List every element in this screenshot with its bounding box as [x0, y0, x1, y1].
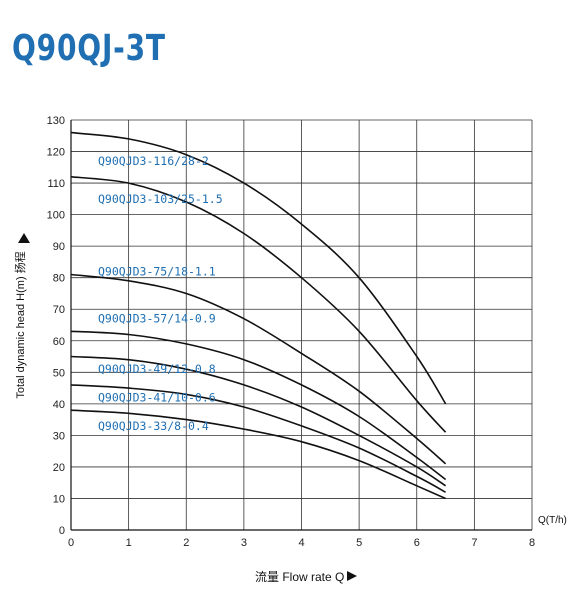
chart-title: Q90QJ-3T: [12, 28, 166, 69]
y-tick-label: 0: [59, 525, 65, 537]
y-tick-label: 10: [53, 493, 65, 505]
curve-line: [70, 355, 447, 487]
y-tick-label: 20: [53, 462, 65, 474]
x-tick-label: 1: [126, 537, 132, 549]
curves: [70, 131, 447, 500]
x-axis-title: 流量 Flow rate Q: [255, 570, 344, 584]
curve-line: [70, 176, 447, 433]
x-tick-label: 3: [241, 537, 247, 549]
y-tick-label: 130: [47, 115, 65, 127]
y-tick-label: 30: [53, 430, 65, 442]
tick-labels: 0 10 20 30 40 50 60 70 80 90 100 110 120 130 0 1 2 3 4 5 6 7 8: [47, 115, 535, 549]
curve-labels: Q90QJD3-116/28-2 Q90QJD3-103/25-1.5 Q90QJD…: [98, 154, 223, 433]
x-axis-unit: Q(T/h): [538, 515, 567, 526]
y-tick-label: 40: [53, 399, 65, 411]
y-tick-label: 100: [47, 210, 65, 222]
y-tick-label: 110: [47, 178, 65, 190]
x-tick-label: 6: [414, 537, 420, 549]
y-tick-label: 50: [53, 367, 65, 379]
x-tick-label: 4: [298, 537, 304, 549]
curve-label: Q90QJD3-103/25-1.5: [98, 192, 223, 206]
x-tick-label: 5: [356, 537, 362, 549]
x-axis-arrow-icon: [347, 571, 357, 581]
curve-label: Q90QJD3-33/8-0.4: [98, 419, 209, 433]
curve-line: [70, 273, 447, 465]
curve-label: Q90QJD3-41/10-0.6: [98, 391, 216, 405]
curve-line: [70, 409, 446, 500]
x-tick-label: 0: [68, 537, 74, 549]
y-tick-label: 120: [47, 147, 65, 159]
y-tick-label: 70: [53, 304, 65, 316]
curve-label: Q90QJD3-75/18-1.1: [98, 264, 216, 278]
axis-titles: 流量 Flow rate Q Q(T/h) Total dynamic head H…: [13, 233, 567, 584]
y-axis-arrow-icon: [18, 233, 30, 243]
y-tick-label: 90: [53, 241, 65, 253]
x-tick-label: 2: [183, 537, 189, 549]
y-axis-title: Total dynamic head H(m) 扬程: [13, 251, 27, 398]
y-tick-label: 60: [53, 336, 65, 348]
curve-label: Q90QJD3-49/12-0.8: [98, 362, 216, 376]
axes: [70, 120, 532, 531]
grid: [71, 119, 533, 530]
x-tick-label: 7: [471, 537, 477, 549]
curve-label: Q90QJD3-57/14-0.9: [98, 312, 216, 326]
curve-line: [70, 330, 447, 481]
y-tick-label: 80: [53, 273, 65, 285]
curve-line: [70, 131, 447, 405]
curve-line: [70, 384, 446, 493]
x-tick-label: 8: [529, 537, 535, 549]
curve-label: Q90QJD3-116/28-2: [98, 154, 209, 168]
